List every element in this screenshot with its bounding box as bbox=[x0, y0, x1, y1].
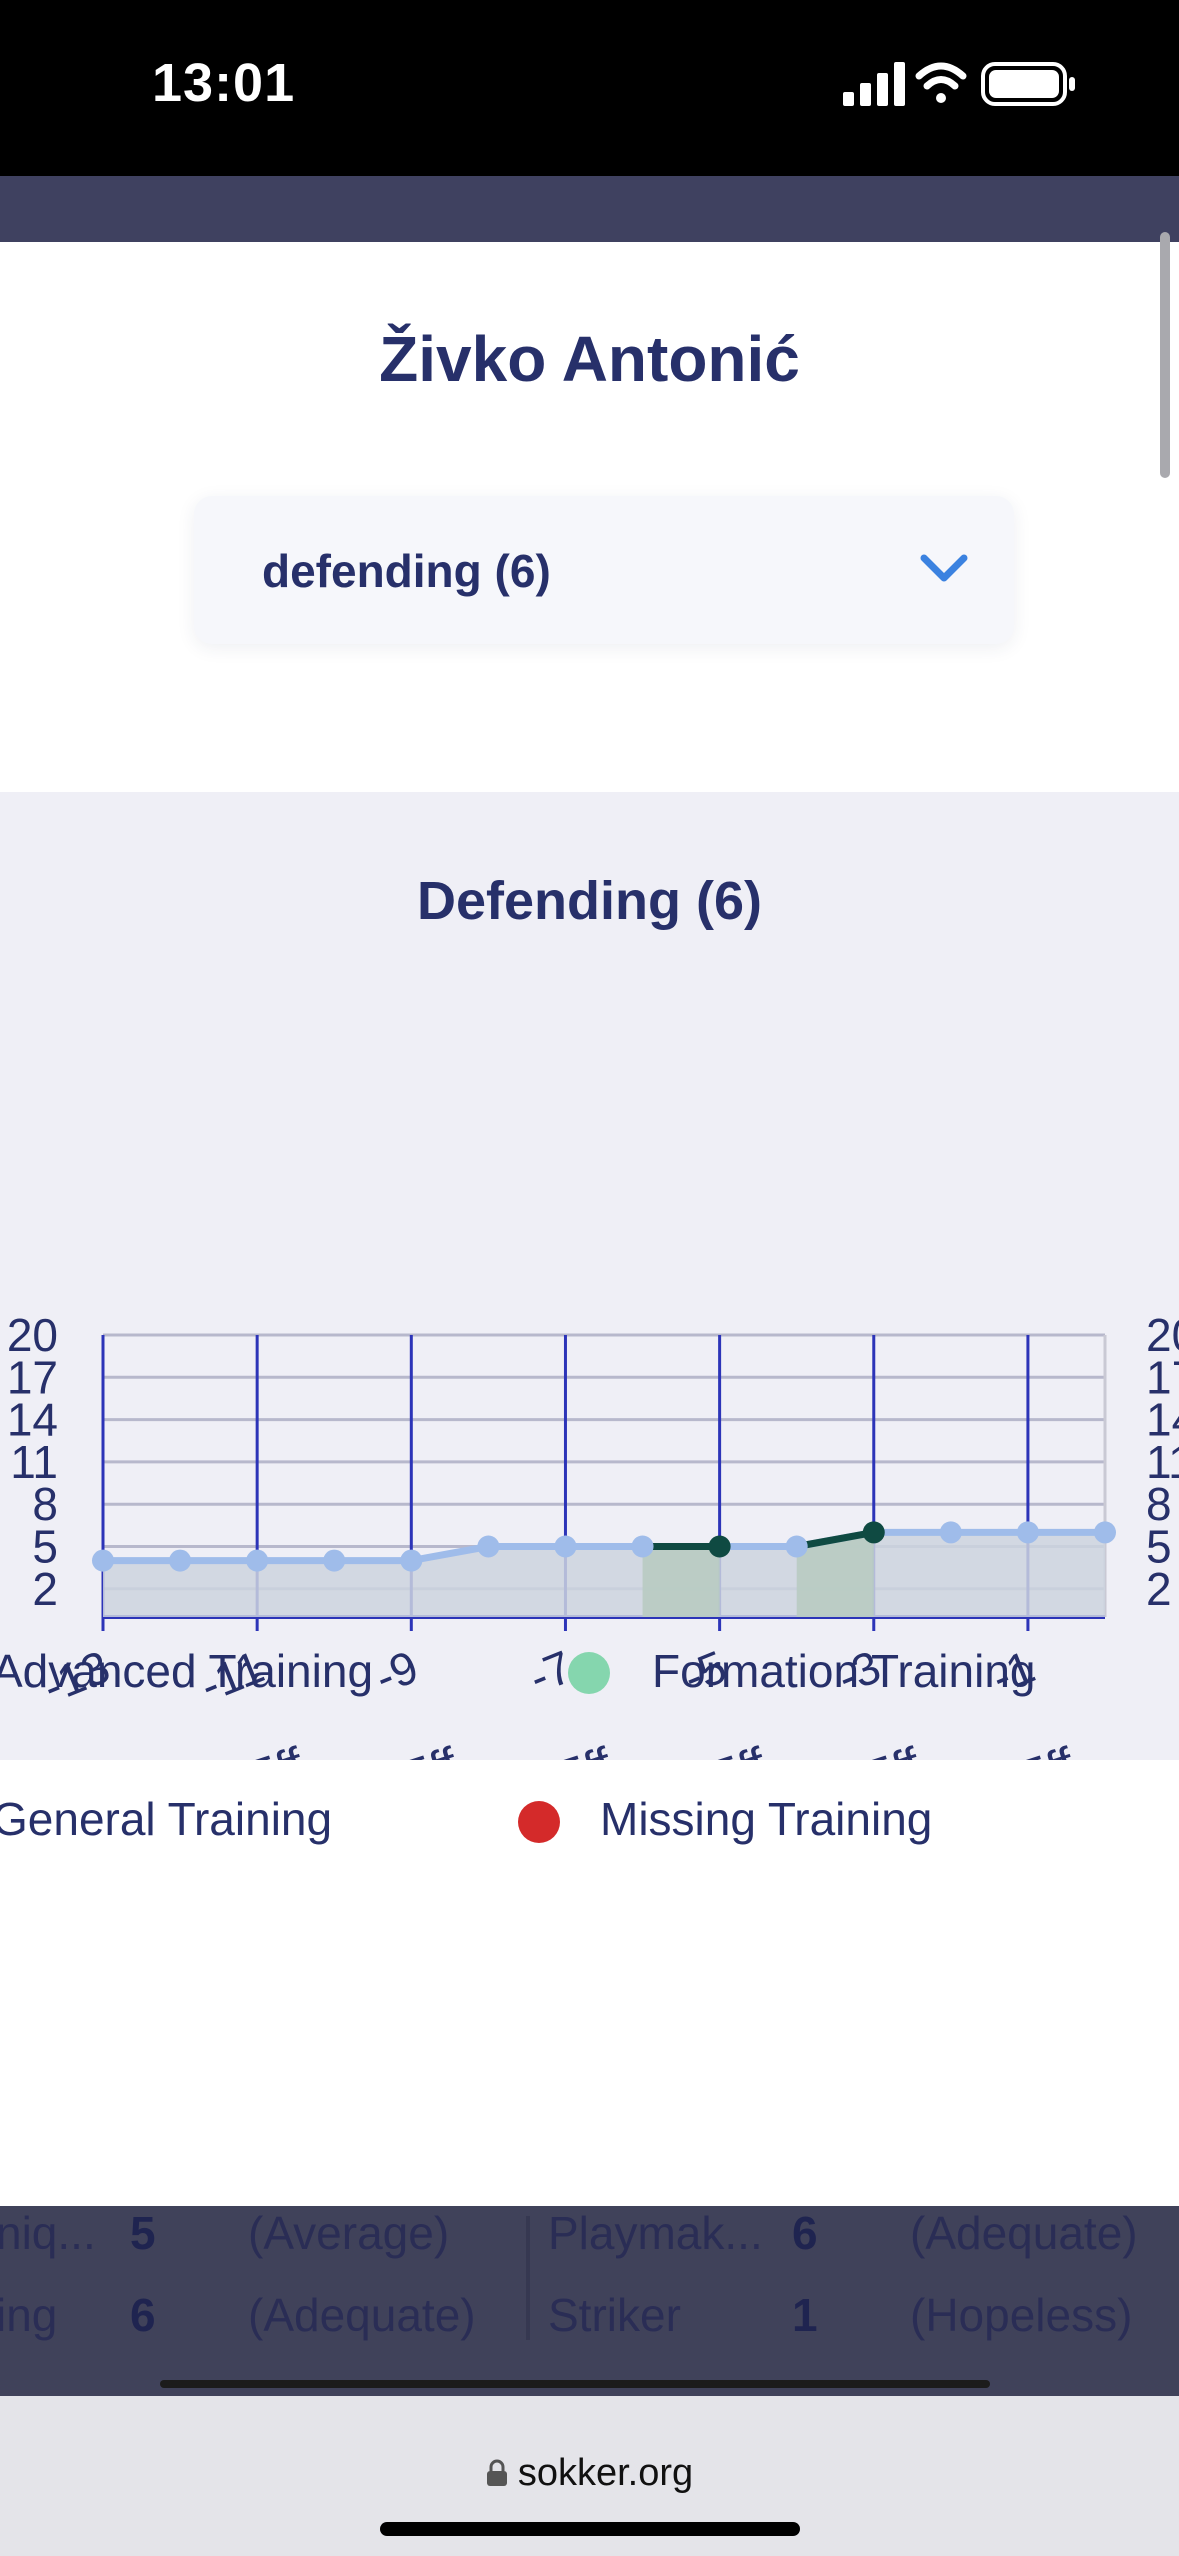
table-divider bbox=[526, 2216, 530, 2340]
efficiency-label: Eff(98) bbox=[380, 1734, 495, 1760]
table-cell: niq... bbox=[0, 2207, 96, 2259]
data-point bbox=[323, 1549, 346, 1572]
battery-icon bbox=[981, 62, 1075, 106]
cellular-signal-icon bbox=[843, 62, 905, 106]
training-segment-area bbox=[642, 1546, 720, 1617]
table-cell: (Adequate) bbox=[910, 2207, 1138, 2259]
training-segment-area bbox=[796, 1532, 874, 1617]
skill-select-value: defending (6) bbox=[262, 545, 551, 597]
x-tick-label: -9 bbox=[368, 1640, 425, 1704]
data-point bbox=[477, 1535, 500, 1558]
data-point bbox=[92, 1549, 114, 1572]
y-tick-label-left: 11 bbox=[10, 1436, 58, 1488]
efficiency-label: Eff(93) bbox=[996, 1734, 1111, 1760]
table-cell: 6 bbox=[130, 2289, 156, 2341]
app-header-strip bbox=[0, 176, 1179, 242]
table-cell: 6 bbox=[792, 2207, 818, 2259]
data-point bbox=[246, 1549, 269, 1572]
skill-history-chart: -13-11-9-7-5-3-12255881111141417172020 E… bbox=[7, 1309, 1179, 1760]
series-line bbox=[103, 1528, 1105, 1565]
table-cell: (Average) bbox=[248, 2207, 450, 2259]
data-point bbox=[631, 1535, 654, 1558]
y-tick-label-right: 11 bbox=[1146, 1436, 1179, 1488]
url-text[interactable]: sokker.org bbox=[0, 2452, 1179, 2495]
skill-select[interactable]: defending (6) bbox=[194, 496, 1014, 644]
data-point bbox=[1016, 1521, 1039, 1544]
toolbar-handle bbox=[160, 2380, 990, 2388]
table-cell: (Adequate) bbox=[248, 2289, 476, 2341]
training-segment-line bbox=[793, 1528, 878, 1550]
modal-scrollbar[interactable] bbox=[1160, 232, 1170, 478]
y-tick-label-left: 17 bbox=[7, 1351, 58, 1403]
legend-label-advanced: Advanced Training bbox=[0, 1645, 374, 1697]
efficiency-label: Eff(96) bbox=[842, 1734, 957, 1760]
url-domain: sokker.org bbox=[517, 2452, 694, 2494]
data-point bbox=[169, 1549, 192, 1572]
efficiency-label: Eff(100) bbox=[521, 1730, 662, 1760]
y-tick-label-right: 20 bbox=[1146, 1309, 1179, 1361]
data-point bbox=[862, 1521, 885, 1544]
table-cell: 1 bbox=[792, 2289, 818, 2341]
home-indicator bbox=[380, 2522, 800, 2536]
status-time: 13:01 bbox=[152, 53, 296, 113]
y-tick-label-left: 5 bbox=[32, 1521, 58, 1573]
legend-advanced-training[interactable]: Advanced Training bbox=[0, 1644, 373, 1698]
y-tick-label-left: 2 bbox=[32, 1563, 58, 1615]
data-point bbox=[1094, 1521, 1116, 1544]
data-point bbox=[939, 1521, 962, 1544]
y-tick-label-right: 2 bbox=[1146, 1563, 1172, 1615]
y-tick-label-left: 14 bbox=[7, 1394, 58, 1446]
table-cell: ing bbox=[0, 2289, 58, 2341]
chevron-down-icon bbox=[920, 554, 968, 582]
chart-title: Defending (6) bbox=[417, 871, 762, 931]
y-tick-label-right: 17 bbox=[1146, 1351, 1179, 1403]
chart-panel: Defending (6) -13 -11 -9 -7 -5 -3 -1 2 2 5 5 8 8 11 1 1… bbox=[0, 792, 1179, 1760]
data-point bbox=[400, 1549, 423, 1572]
legend-formation-training[interactable]: Formation Training bbox=[652, 1644, 1036, 1698]
legend-dot-formation bbox=[568, 1652, 610, 1694]
wifi-icon bbox=[915, 62, 967, 103]
y-tick-label-left: 20 bbox=[7, 1309, 58, 1361]
efficiency-label: Eff(100) bbox=[213, 1730, 354, 1760]
player-modal: Živko Antonić defending (6) Defending (6… bbox=[0, 242, 1179, 2206]
data-point bbox=[554, 1535, 577, 1558]
legend-label-missing: Missing Training bbox=[600, 1793, 933, 1845]
legend-general-training[interactable]: General Training bbox=[0, 1792, 332, 1846]
y-tick-label-left: 8 bbox=[32, 1478, 58, 1530]
legend-missing-training[interactable]: Missing Training bbox=[600, 1792, 932, 1846]
status-icons bbox=[843, 58, 1083, 119]
table-cell: 5 bbox=[130, 2207, 156, 2259]
legend-label-general: General Training bbox=[0, 1793, 333, 1845]
efficiency-label: Eff(100) bbox=[675, 1730, 816, 1760]
table-cell: (Hopeless) bbox=[910, 2289, 1133, 2341]
browser-url-bar[interactable]: sokker.org bbox=[0, 2380, 1179, 2556]
status-bar: 13:01 bbox=[0, 0, 1179, 176]
y-tick-label-right: 14 bbox=[1146, 1394, 1179, 1446]
legend-dot-missing bbox=[518, 1801, 560, 1843]
y-tick-label-right: 8 bbox=[1146, 1478, 1172, 1530]
y-tick-label-right: 5 bbox=[1146, 1521, 1172, 1573]
data-point bbox=[785, 1535, 808, 1558]
player-name: Živko Antonić bbox=[379, 323, 800, 395]
legend-label-formation: Formation Training bbox=[652, 1645, 1036, 1697]
table-cell: Striker bbox=[548, 2289, 681, 2341]
background-skills-table: niq... 5 (Average) Playmak... 6 (Adequat… bbox=[0, 2206, 1179, 2396]
lock-icon bbox=[486, 2459, 507, 2486]
table-cell: Playmak... bbox=[548, 2207, 763, 2259]
data-point bbox=[708, 1535, 731, 1558]
